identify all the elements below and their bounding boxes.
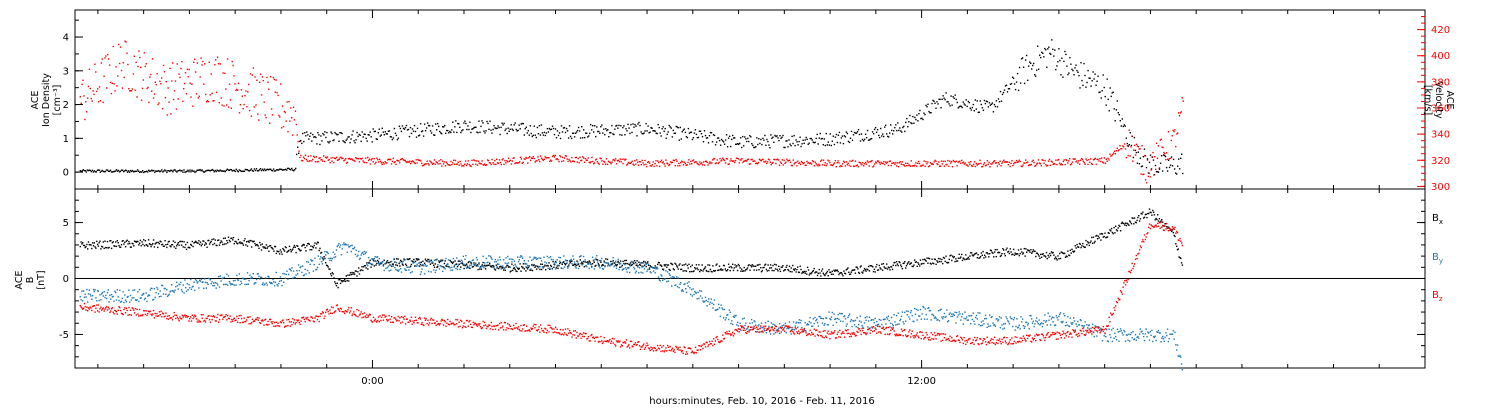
field-series-by <box>79 242 1184 371</box>
legend-entry: By <box>1432 252 1443 265</box>
top-y-label-right-line: Velocity <box>1433 81 1444 119</box>
y-right-tick-label: 300 <box>1431 182 1450 193</box>
y-right-tick-label: 380 <box>1431 77 1450 88</box>
legend-entry: Bz <box>1432 290 1443 303</box>
top-y-label-line: ACE <box>30 91 41 110</box>
y-tick-label: 4 <box>63 33 69 44</box>
x-tick-label: 0:00 <box>361 376 383 387</box>
top-y-label-line: Ion Density <box>41 73 52 127</box>
time-axis: 0:00 12:00 <box>361 376 936 387</box>
y-tick-label: -5 <box>59 330 69 341</box>
legend-entry: Bx <box>1432 213 1443 226</box>
field-series-bx <box>79 208 1184 289</box>
y-tick-label: 0 <box>63 168 69 179</box>
y-right-tick-label: 320 <box>1431 156 1450 167</box>
top-y-label-right-line: ACE <box>1444 91 1455 110</box>
x-tick-label: 12:00 <box>907 376 936 387</box>
bottom-y-label-line: B <box>25 277 36 284</box>
y-right-tick-label: 340 <box>1431 130 1450 141</box>
bottom-y-label-line: [nT] <box>36 270 47 289</box>
field-series-bz <box>79 221 1184 355</box>
velocity-series <box>79 40 1184 184</box>
top-y-label: ACE Ion Density [cm⁻³] <box>30 73 63 127</box>
top-panel-frame <box>74 9 1426 190</box>
density-series <box>79 39 1184 176</box>
y-right-tick-label: 360 <box>1431 103 1450 114</box>
y-tick-label: 0 <box>63 274 69 285</box>
y-tick-label: 1 <box>63 134 69 145</box>
x-axis-label: hours:minutes, Feb. 10, 2016 - Feb. 11, … <box>649 396 874 407</box>
bottom-y-label-line: ACE <box>14 271 25 290</box>
y-right-tick-label: 400 <box>1431 51 1450 62</box>
top-y-label-right-line: [km/s] <box>1422 85 1433 115</box>
magnetic-field-panel: -5 0 5 ACE B [nT] Bx By Bz <box>14 188 1443 371</box>
y-tick-label: 5 <box>63 218 69 229</box>
bottom-y-label: ACE B [nT] <box>14 270 47 289</box>
y-tick-label: 2 <box>63 100 69 111</box>
top-y-label-line: [cm⁻³] <box>52 85 63 116</box>
y-tick-label: 3 <box>63 66 69 77</box>
y-right-tick-label: 420 <box>1431 25 1450 36</box>
